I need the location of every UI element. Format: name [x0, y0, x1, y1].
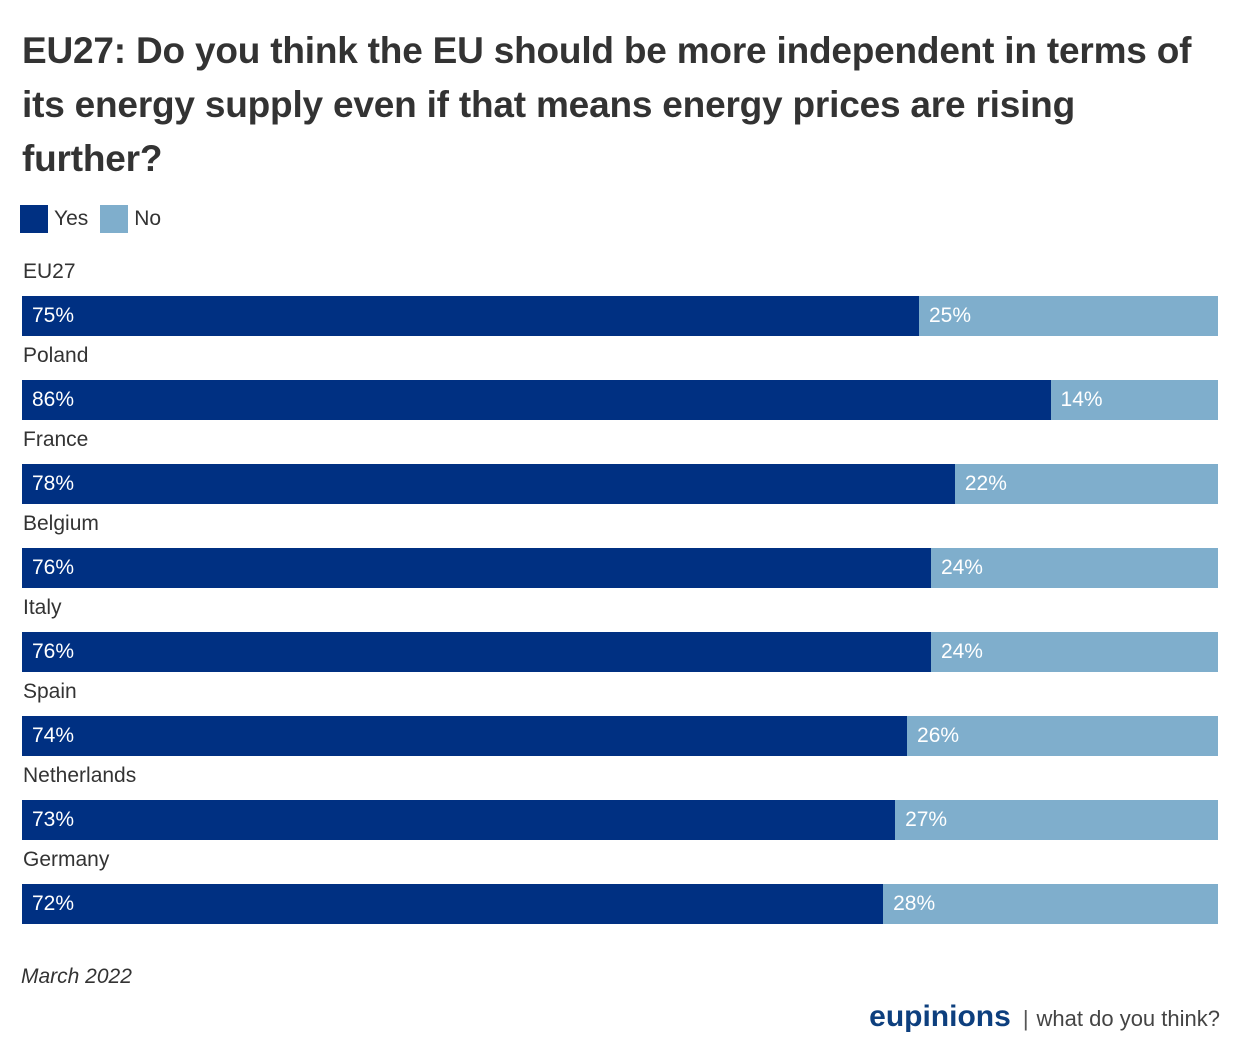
legend-label-no: No — [134, 207, 162, 230]
bar-segment-no: 28% — [883, 884, 1218, 924]
data-label-no: 24% — [940, 556, 983, 579]
category-label: Germany — [23, 848, 110, 871]
chart-title: EU27: Do you think the EU should be more… — [22, 30, 1192, 179]
data-label-yes: 78% — [32, 472, 75, 495]
stacked-bar: 76% 24% — [22, 548, 1218, 588]
category-label: Poland — [23, 344, 89, 367]
bar-segment-yes: 73% — [22, 800, 896, 840]
bar-segment-yes: 78% — [22, 464, 955, 504]
chart-row: Italy 76% 24% — [22, 594, 1218, 678]
chart-row: Belgium 76% 24% — [22, 510, 1218, 594]
category-label: France — [23, 428, 89, 451]
bar-segment-no: 25% — [919, 296, 1218, 336]
bar-segment-yes: 75% — [22, 296, 919, 336]
data-label-yes: 86% — [32, 388, 75, 411]
data-label-yes: 73% — [32, 808, 75, 831]
bar-segment-no: 26% — [907, 716, 1218, 756]
data-label-no: 25% — [929, 304, 972, 327]
legend: Yes No — [20, 205, 173, 233]
legend-swatch-yes — [20, 205, 48, 233]
stacked-bar: 73% 27% — [22, 800, 1218, 840]
data-label-no: 27% — [905, 808, 948, 831]
data-label-yes: 76% — [32, 640, 75, 663]
chart-row: EU27 75% 25% — [22, 258, 1218, 342]
bar-segment-no: 24% — [930, 632, 1218, 672]
bar-segment-no: 14% — [1050, 380, 1218, 420]
data-label-no: 24% — [940, 640, 983, 663]
data-label-no: 26% — [917, 724, 960, 747]
chart-row: France 78% 22% — [22, 426, 1218, 510]
data-label-no: 28% — [893, 892, 936, 915]
brand-footer: eupinions | what do you think? — [869, 1000, 1220, 1034]
stacked-bar: 76% 24% — [22, 632, 1218, 672]
legend-item-yes: Yes — [20, 205, 88, 233]
bar-segment-yes: 86% — [22, 380, 1051, 420]
survey-date: March 2022 — [21, 965, 132, 988]
chart-row: Germany 72% 28% — [22, 846, 1218, 930]
bar-segment-no: 22% — [954, 464, 1218, 504]
category-label: Belgium — [23, 512, 99, 535]
stacked-bar: 86% 14% — [22, 380, 1218, 420]
chart-row: Spain 74% 26% — [22, 678, 1218, 762]
category-label: Italy — [23, 596, 62, 619]
bar-segment-yes: 74% — [22, 716, 908, 756]
bar-segment-no: 24% — [930, 548, 1218, 588]
data-label-yes: 75% — [32, 304, 75, 327]
stacked-bar: 72% 28% — [22, 884, 1218, 924]
category-label: Netherlands — [23, 764, 137, 787]
brand-logo: eupinions — [869, 1000, 1011, 1033]
category-label: EU27 — [23, 260, 76, 283]
data-label-yes: 74% — [32, 724, 75, 747]
bar-segment-yes: 76% — [22, 632, 931, 672]
brand-separator: | — [1022, 1006, 1029, 1031]
legend-item-no: No — [100, 205, 161, 233]
brand-tagline: what do you think? — [1036, 1006, 1220, 1031]
stacked-bar-chart: EU27 75% 25% Poland 86% 14% France 78% 22% Belgiu… — [22, 258, 1218, 930]
bar-segment-yes: 72% — [22, 884, 884, 924]
data-label-no: 22% — [964, 472, 1007, 495]
bar-segment-yes: 76% — [22, 548, 931, 588]
stacked-bar: 78% 22% — [22, 464, 1218, 504]
legend-label-yes: Yes — [54, 207, 89, 230]
stacked-bar: 75% 25% — [22, 296, 1218, 336]
data-label-no: 14% — [1060, 388, 1103, 411]
data-label-yes: 76% — [32, 556, 75, 579]
chart-row: Netherlands 73% 27% — [22, 762, 1218, 846]
category-label: Spain — [23, 680, 77, 703]
stacked-bar: 74% 26% — [22, 716, 1218, 756]
data-label-yes: 72% — [32, 892, 75, 915]
legend-swatch-no — [100, 205, 129, 233]
chart-row: Poland 86% 14% — [22, 342, 1218, 426]
bar-segment-no: 27% — [895, 800, 1218, 840]
